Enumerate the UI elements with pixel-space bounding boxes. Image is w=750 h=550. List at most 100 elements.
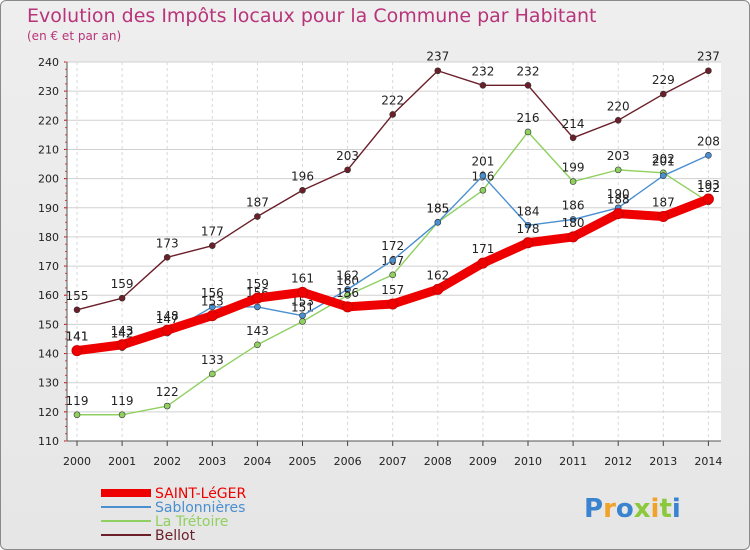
data-label: 232 [471,64,494,78]
data-label: 192 [697,181,720,195]
data-label: 162 [336,268,359,282]
data-point [299,186,306,194]
data-label: 203 [607,149,630,163]
data-point [614,166,622,174]
data-point [434,67,442,75]
data-point [657,211,669,223]
data-label: 199 [562,161,585,175]
data-point [209,370,216,378]
x-tick-label: 2006 [334,455,362,468]
y-tick-label: 120 [38,406,59,419]
data-label: 208 [697,134,720,148]
legend-label: Bellot [155,528,196,544]
data-point [299,312,306,319]
data-label: 156 [336,286,359,300]
data-label: 222 [381,93,404,107]
data-point [299,318,306,325]
x-tick-label: 2003 [198,455,226,468]
data-label: 122 [156,385,179,399]
data-point [209,303,216,311]
data-label: 133 [201,353,224,367]
logo-letter: x [634,494,651,524]
y-tick-label: 220 [38,114,59,127]
data-label: 159 [111,277,134,291]
data-label: 147 [156,312,179,326]
legend-label: SAINT-LéGER [155,486,247,502]
data-point [342,301,354,313]
data-point [71,345,83,357]
data-point [524,82,532,89]
data-point [118,294,126,302]
data-point [614,117,622,124]
x-tick-label: 2013 [649,455,677,468]
data-point [387,298,399,310]
y-tick-label: 190 [38,202,59,215]
data-label: 237 [426,50,449,64]
data-point [116,339,128,351]
data-label: 143 [111,324,134,338]
data-label: 220 [607,99,630,113]
data-label: 229 [652,73,675,87]
data-label: 162 [426,268,449,282]
data-label: 141 [66,330,89,344]
legend-label: La Trétoire [155,514,228,530]
data-point [569,216,577,223]
data-point [344,286,351,293]
x-tick-label: 2004 [243,455,271,468]
data-point [524,221,532,229]
data-label: 173 [156,236,179,250]
y-tick-label: 130 [38,377,59,390]
data-point [389,271,397,279]
data-label: 185 [426,201,449,215]
logo-letter: t [659,494,671,524]
data-label: 178 [517,222,540,236]
data-label: 177 [201,225,224,239]
data-point [73,306,81,314]
data-label: 202 [652,152,675,166]
y-tick-label: 110 [38,435,59,448]
data-label: 185 [426,201,449,215]
x-tick-label: 2002 [153,455,181,468]
y-tick-label: 180 [38,231,59,244]
data-point [477,257,489,269]
x-tick-label: 2000 [63,455,91,468]
data-point [705,151,712,159]
data-label: 157 [381,283,404,297]
x-tick-label: 2007 [379,455,407,468]
data-label: 187 [652,196,675,210]
data-label: 216 [517,111,540,125]
data-point [569,178,577,185]
data-label: 155 [66,289,89,303]
data-label: 214 [562,117,585,131]
data-label: 186 [562,198,585,212]
data-label: 193 [697,178,720,192]
data-point [163,402,171,410]
x-tick-label: 2001 [108,455,136,468]
chart-subtitle: (en € et par an) [27,29,122,43]
data-label: 160 [336,274,359,288]
proxiti-logo: Proxiti [584,494,681,524]
logo-letter: o [616,494,634,524]
logo-letter: P [584,494,603,524]
data-point [209,242,216,249]
data-label: 143 [246,324,269,338]
data-label: 201 [652,155,675,169]
data-point [524,128,532,136]
y-tick-label: 140 [38,348,59,361]
x-tick-label: 2008 [424,455,452,468]
legend-label: Sablonnières [155,500,245,516]
data-label: 190 [607,187,630,201]
data-point [254,213,261,220]
data-label: 171 [471,242,494,256]
data-label: 184 [517,204,540,218]
data-label: 203 [336,149,359,163]
chart-title: Evolution des Impôts locaux pour la Comm… [27,5,597,27]
data-point [659,172,667,179]
logo-letter: r [603,494,616,524]
data-point [479,82,487,89]
x-tick-label: 2011 [559,455,587,468]
data-label: 159 [246,277,269,291]
data-point [118,411,126,419]
